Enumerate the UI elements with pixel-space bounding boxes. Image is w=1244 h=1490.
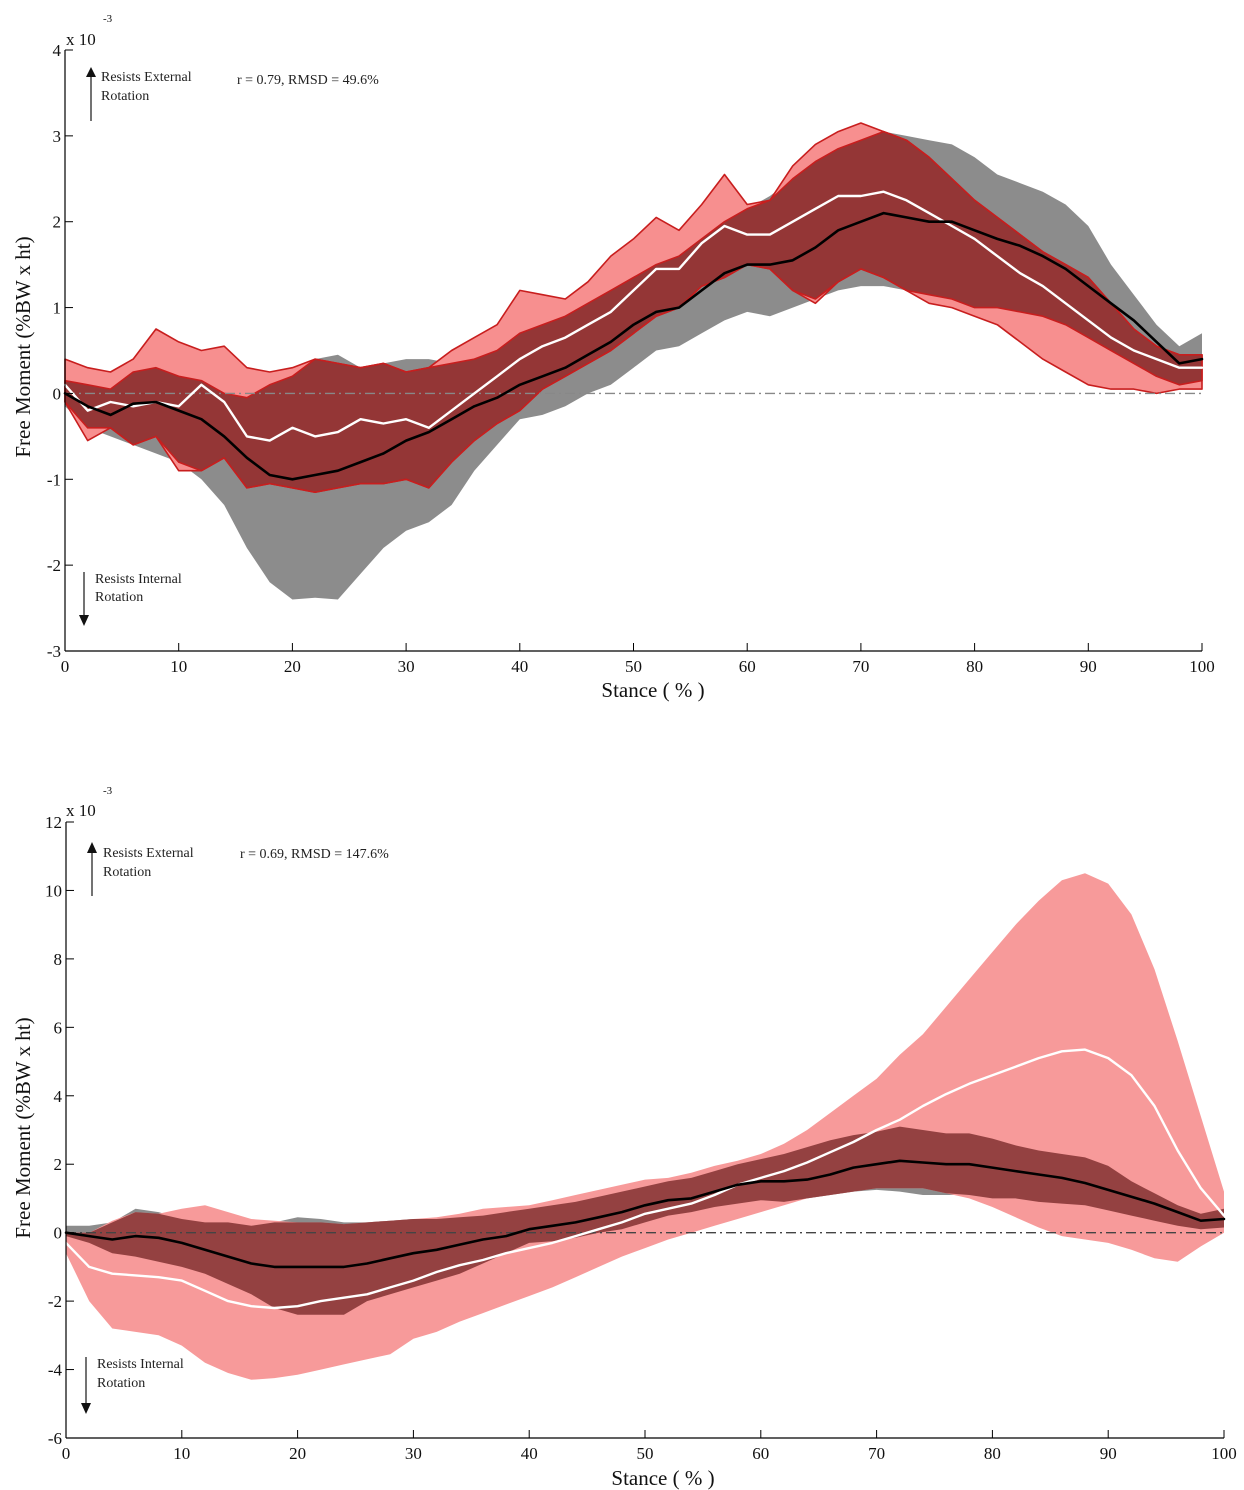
top-chart-y-axis-title: Free Moment (%BW x ht) — [11, 236, 35, 457]
top-chart-x-tick-label: 70 — [852, 657, 869, 676]
bottom-chart-x-tick-label: 50 — [637, 1444, 654, 1463]
top-chart-x-tick-label: 10 — [170, 657, 187, 676]
bottom-chart-x-tick-label: 20 — [289, 1444, 306, 1463]
top-chart-y-multiplier: x 10 — [66, 30, 96, 49]
top-chart-axes: 0 10 20 30 40 50 60 70 80 90 100 -3 -2 -1 0 1 2 3 4 — [47, 41, 1215, 676]
bottom-chart-y-tick-label: 0 — [54, 1224, 63, 1243]
bottom-chart-x-tick-label: 30 — [405, 1444, 422, 1463]
top-chart-annot-external-line2: Rotation — [101, 89, 149, 104]
bottom-chart-y-tick-label: 10 — [45, 881, 62, 900]
top-chart-white-mean-line — [63, 190, 1204, 442]
bottom-chart-y-tick-label: 8 — [54, 950, 63, 969]
bottom-chart-x-tick-label: 90 — [1100, 1444, 1117, 1463]
top-chart-x-tick-label: 30 — [398, 657, 415, 676]
bottom-chart-y-axis-title: Free Moment (%BW x ht) — [11, 1017, 35, 1238]
bottom-chart-stats-label: r = 0.69, RMSD = 147.6% — [240, 847, 389, 862]
bottom-chart-x-tick-label: 40 — [521, 1444, 538, 1463]
top-chart-y-tick-label: -2 — [47, 556, 61, 575]
top-chart-y-tick-label: 2 — [53, 213, 62, 232]
top-chart-y-tick-label: 0 — [53, 384, 62, 403]
top-chart-y-tick-label: 1 — [53, 299, 62, 318]
bottom-chart-axes: 0 10 20 30 40 50 60 70 80 90 100 -6 -4 -2 0 2 4 6 8 10 12 — [45, 813, 1237, 1463]
top-chart-annot-internal-line1: Resists Internal — [95, 572, 182, 587]
top-chart-x-tick-label: 80 — [966, 657, 983, 676]
top-chart-x-axis-title: Stance ( % ) — [601, 678, 704, 702]
bottom-chart-y-tick-label: 12 — [45, 813, 62, 832]
top-chart-arrow-up-icon — [86, 67, 96, 121]
bottom-free-moment-chart: 0 10 20 30 40 50 60 70 80 90 100 -6 -4 -2 0 2 4 6 8 10 12 St… — [11, 785, 1237, 1490]
bottom-chart-x-tick-label: 80 — [984, 1444, 1001, 1463]
bottom-chart-arrow-down-icon — [81, 1357, 91, 1414]
top-chart-y-tick-label: -1 — [47, 470, 61, 489]
bottom-chart-white-mean-line — [64, 1048, 1226, 1310]
top-chart-x-tick-label: 0 — [61, 657, 70, 676]
bottom-chart-bands — [66, 873, 1224, 1380]
bottom-chart-x-tick-label: 60 — [752, 1444, 769, 1463]
top-chart-x-tick-label: 50 — [625, 657, 642, 676]
top-chart-x-tick-label: 60 — [739, 657, 756, 676]
bottom-chart-x-tick-label: 0 — [62, 1444, 71, 1463]
top-chart-y-tick-label: 3 — [53, 127, 62, 146]
top-free-moment-chart: 0 10 20 30 40 50 60 70 80 90 100 -3 -2 -1 0 1 2 3 4 Stance… — [11, 13, 1215, 702]
bottom-chart-y-multiplier-exponent: -3 — [103, 785, 113, 797]
top-chart-y-multiplier-exponent: -3 — [103, 13, 113, 25]
bottom-chart-y-tick-label: -6 — [48, 1429, 62, 1448]
top-chart-arrow-down-icon — [79, 572, 89, 626]
top-chart-bands — [64, 122, 1203, 600]
top-chart-labels: Stance ( % ) Free Moment (%BW x ht) x 10… — [11, 13, 705, 702]
top-chart-y-tick-label: 4 — [53, 41, 62, 60]
top-chart-x-tick-label: 90 — [1080, 657, 1097, 676]
top-chart-x-tick-label: 20 — [284, 657, 301, 676]
bottom-chart-y-tick-label: -4 — [48, 1361, 63, 1380]
top-chart-x-tick-label: 40 — [511, 657, 528, 676]
bottom-chart-mean-lines — [64, 1048, 1226, 1310]
bottom-chart-labels: Stance ( % ) Free Moment (%BW x ht) x 10… — [11, 785, 715, 1490]
top-chart-x-tick-label: 100 — [1189, 657, 1215, 676]
bottom-chart-annot-external-line2: Rotation — [103, 865, 151, 880]
bottom-chart-black-mean-line — [64, 1159, 1226, 1269]
bottom-chart-x-tick-label: 100 — [1211, 1444, 1237, 1463]
top-chart-black-mean-line — [63, 211, 1204, 481]
bottom-chart-annot-external-line1: Resists External — [103, 846, 194, 861]
bottom-chart-arrow-up-icon — [87, 842, 97, 896]
bottom-chart-annot-internal-line1: Resists Internal — [97, 1357, 184, 1372]
bottom-chart-x-axis-title: Stance ( % ) — [611, 1466, 714, 1490]
bottom-chart-y-tick-label: 4 — [54, 1087, 63, 1106]
top-chart-overlap-band — [64, 130, 1203, 493]
top-chart-annot-external-line1: Resists External — [101, 70, 192, 85]
top-chart-stats-label: r = 0.79, RMSD = 49.6% — [237, 73, 379, 88]
bottom-chart-annot-internal-line2: Rotation — [97, 1376, 145, 1391]
top-chart-annot-internal-line2: Rotation — [95, 590, 143, 605]
bottom-chart-x-tick-label: 10 — [173, 1444, 190, 1463]
bottom-chart-y-tick-label: 6 — [54, 1018, 63, 1037]
bottom-chart-overlap-band — [66, 1126, 1224, 1315]
top-chart-y-tick-label: -3 — [47, 642, 61, 661]
bottom-chart-y-tick-label: -2 — [48, 1292, 62, 1311]
top-chart-mean-lines — [63, 190, 1204, 481]
bottom-chart-x-tick-label: 70 — [868, 1444, 885, 1463]
bottom-chart-y-tick-label: 2 — [54, 1155, 63, 1174]
bottom-chart-y-multiplier: x 10 — [66, 801, 96, 820]
